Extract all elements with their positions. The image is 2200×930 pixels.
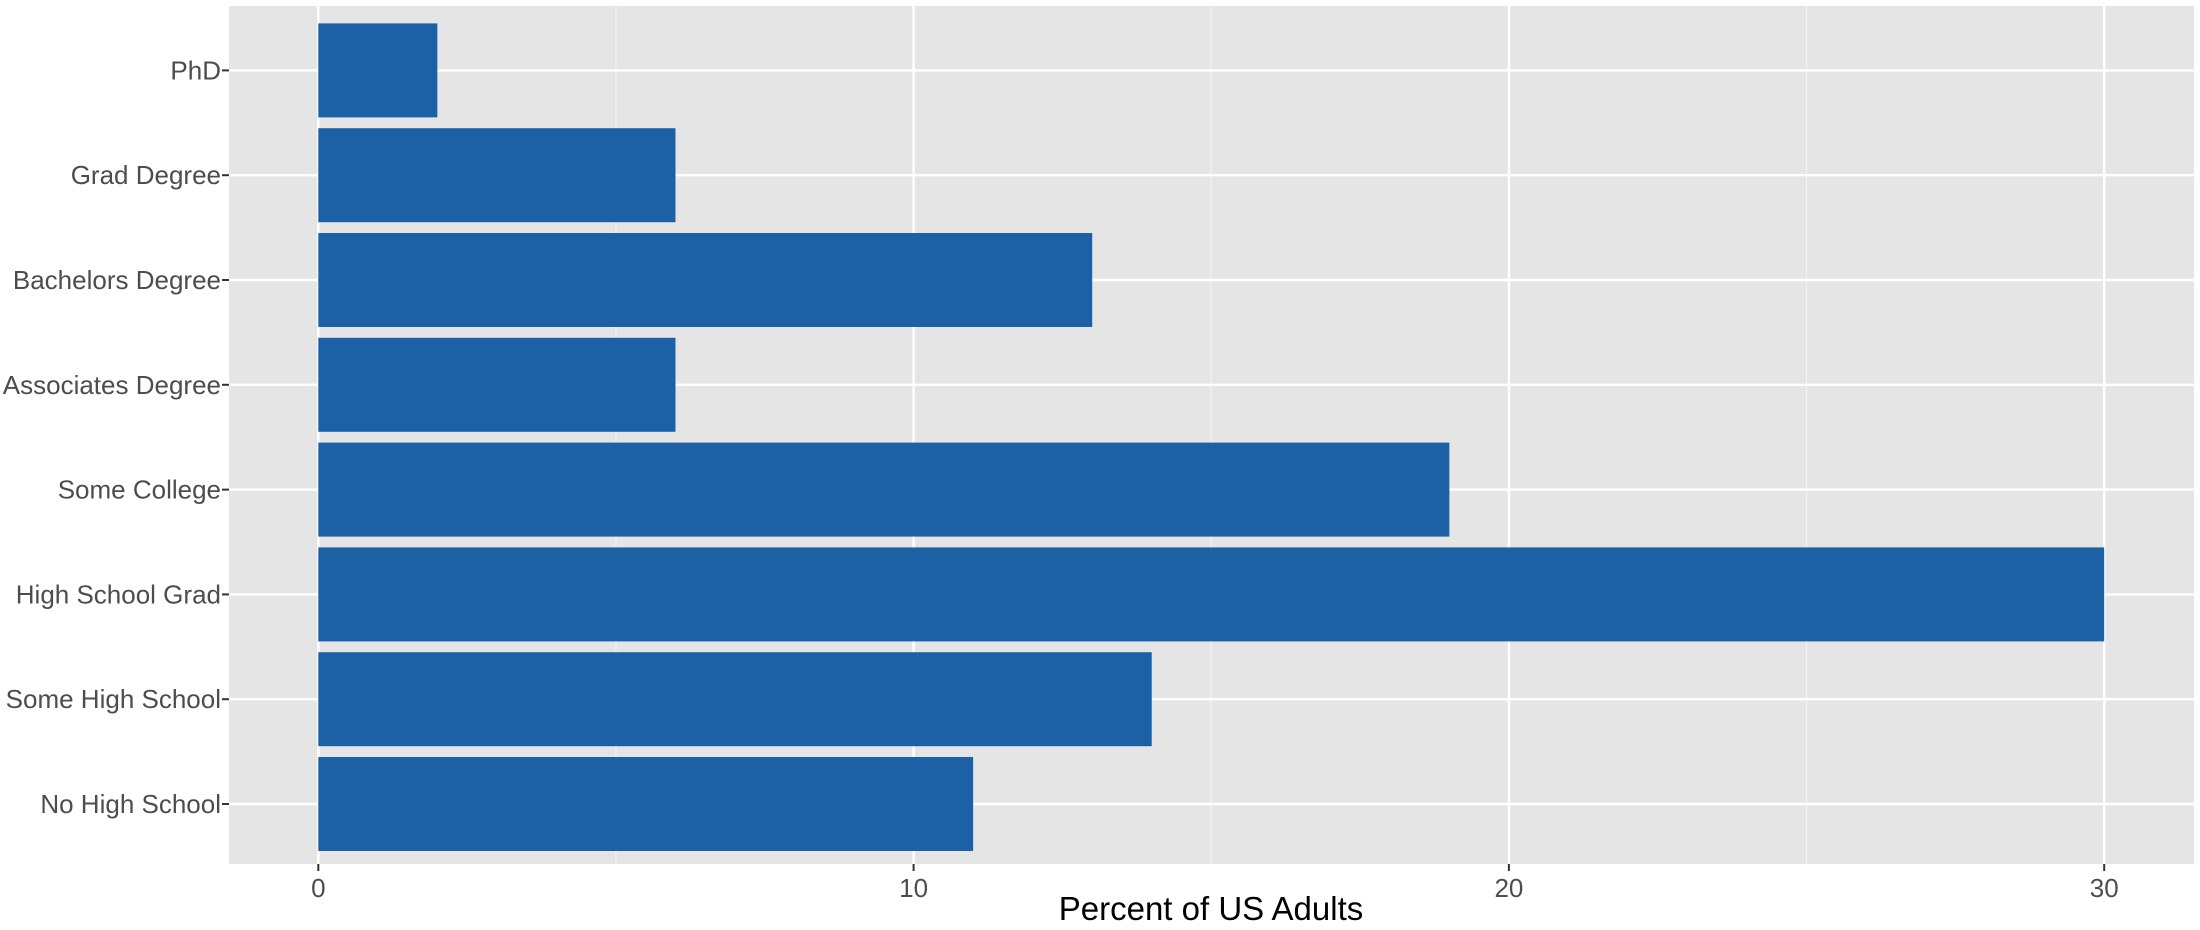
- y-axis: No High School Some High School High Schoo…: [3, 55, 229, 819]
- bar-phd: [318, 23, 438, 118]
- x-tick-label-20: 20: [1494, 873, 1523, 903]
- y-tick-label-some-college: Some College: [58, 475, 221, 505]
- y-tick-label-some-high-school: Some High School: [6, 684, 221, 714]
- y-tick-label-bachelors-degree: Bachelors Degree: [13, 265, 221, 295]
- bar-high-school-grad: [318, 547, 2105, 642]
- bar-some-college: [318, 442, 1450, 537]
- x-axis-title: Percent of US Adults: [1059, 890, 1364, 927]
- bar-some-high-school: [318, 652, 1152, 747]
- x-tick-label-0: 0: [311, 873, 325, 903]
- y-tick-label-associates-degree: Associates Degree: [3, 370, 221, 400]
- bar-grad-degree: [318, 128, 676, 223]
- y-tick-label-no-high-school: No High School: [40, 789, 221, 819]
- y-tick-label-phd: PhD: [170, 55, 221, 85]
- bar-bachelors-degree: [318, 233, 1093, 327]
- bar-no-high-school: [318, 757, 974, 851]
- x-tick-label-30: 30: [2090, 873, 2119, 903]
- x-axis: 0 10 20 30: [311, 864, 2119, 903]
- y-tick-label-high-school-grad: High School Grad: [16, 579, 221, 609]
- y-tick-label-grad-degree: Grad Degree: [71, 160, 221, 190]
- bars: [318, 23, 2105, 851]
- x-tick-label-10: 10: [899, 873, 928, 903]
- bar-associates-degree: [318, 337, 676, 432]
